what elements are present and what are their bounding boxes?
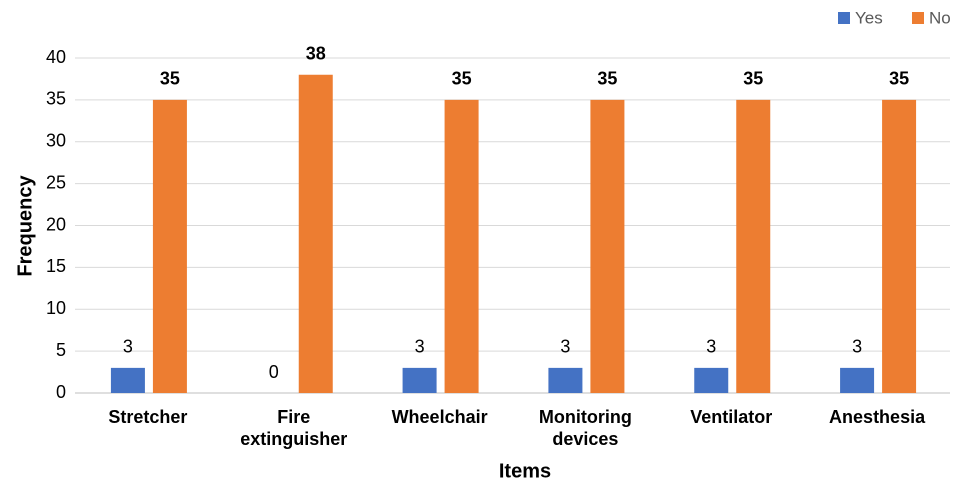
bar (882, 99, 917, 393)
data-label: 35 (889, 69, 909, 89)
legend-swatch (912, 12, 924, 24)
x-tick-label: Fire extinguisher (240, 407, 348, 449)
bar (298, 74, 333, 393)
legend-label: Yes (855, 8, 883, 27)
data-label: 3 (415, 337, 425, 357)
x-tick-label: Wheelchair (391, 407, 488, 427)
data-label: 35 (597, 69, 617, 89)
x-tick-label: Monitoring devices (538, 407, 632, 449)
bar (694, 367, 729, 393)
y-tick-label: 5 (56, 340, 66, 360)
legend-swatch (838, 12, 850, 24)
data-label: 35 (160, 69, 180, 89)
y-tick-label: 20 (46, 214, 66, 234)
y-tick-label: 30 (46, 131, 66, 151)
data-label: 3 (560, 337, 570, 357)
x-tick-label: Anesthesia (829, 407, 926, 427)
y-axis-title: Frequency (14, 175, 36, 277)
data-label: 3 (123, 337, 133, 357)
bar (840, 367, 875, 393)
data-label: 3 (852, 337, 862, 357)
x-tick-label: Ventilator (690, 407, 773, 427)
bar (110, 367, 145, 393)
bar (402, 367, 437, 393)
x-axis-title: Items (499, 460, 551, 482)
data-label: 3 (706, 337, 716, 357)
y-tick-label: 35 (46, 89, 66, 109)
y-tick-label: 15 (46, 256, 66, 276)
data-label: 38 (306, 44, 326, 64)
data-label: 0 (269, 362, 279, 382)
y-tick-label: 0 (56, 382, 66, 402)
x-tick-label: Stretcher (108, 407, 188, 427)
bar (444, 99, 479, 393)
bar (152, 99, 187, 393)
y-tick-label: 10 (46, 298, 66, 318)
bar (590, 99, 625, 393)
legend-label: No (929, 8, 951, 27)
data-label: 35 (743, 69, 763, 89)
y-tick-label: 40 (46, 47, 66, 67)
bar (736, 99, 771, 393)
bar (548, 367, 583, 393)
data-label: 35 (452, 69, 472, 89)
y-tick-label: 25 (46, 172, 66, 192)
